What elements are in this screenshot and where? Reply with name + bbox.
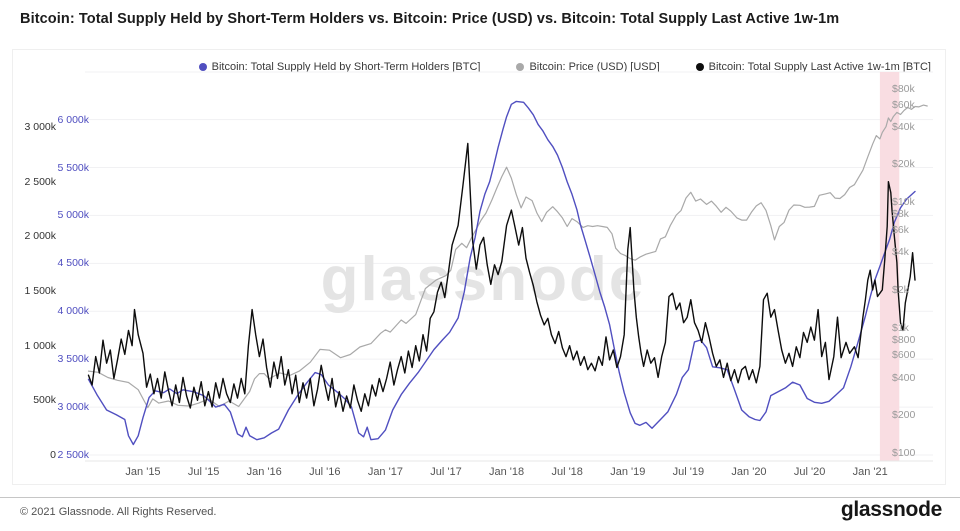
y-axis-right-tick: $100 — [892, 447, 916, 459]
y-axis-right-tick: $4k — [892, 246, 909, 259]
legend-dot-icon — [198, 63, 207, 71]
x-axis-tick: Jul '20 — [793, 466, 826, 478]
legend-dot-icon — [695, 63, 704, 71]
y-axis-left-black-tick: 1 500k — [24, 285, 56, 297]
y-axis-left-blue-tick: 5 500k — [57, 161, 89, 174]
x-axis-tick: Jul '16 — [309, 466, 341, 478]
glassnode-logo[interactable]: glassnode — [840, 498, 942, 521]
legend-item-price-usd[interactable]: Bitcoin: Price (USD) [USD] — [516, 61, 660, 73]
x-axis-tick: Jul '17 — [430, 466, 462, 478]
x-axis-tick: Jan '16 — [246, 466, 282, 478]
y-axis-right-tick: $8k — [892, 208, 909, 221]
y-axis-right-tick: $40k — [892, 120, 915, 133]
legend-item-label: Bitcoin: Total Supply Last Active 1w-1m … — [708, 61, 931, 73]
y-axis-right-tick: $20k — [892, 158, 915, 171]
y-axis-left-black-tick: 500k — [33, 394, 56, 407]
x-axis-tick: Jul '18 — [551, 466, 583, 478]
y-axis-left-blue-tick: 5 000k — [57, 209, 89, 222]
y-axis-left-black-tick: 0 — [50, 449, 56, 461]
footer-divider — [0, 497, 960, 498]
y-axis-right-tick: $200 — [892, 409, 916, 422]
x-axis-tick: Jul '15 — [187, 466, 220, 478]
y-axis-left-black-tick: 2 000k — [24, 230, 56, 243]
y-axis-right-tick: $2k — [892, 283, 909, 296]
y-axis-left-black-tick: 2 500k — [24, 175, 56, 188]
x-axis-tick: Jan '15 — [125, 466, 161, 478]
x-axis-tick: Jul '19 — [672, 466, 705, 478]
y-axis-right-tick: $60k — [892, 98, 915, 111]
y-axis-left-black-tick: 3 000k — [24, 121, 56, 133]
y-axis-right-tick: $600 — [892, 349, 916, 362]
legend-item-label: Bitcoin: Price (USD) [USD] — [529, 61, 660, 73]
x-axis-tick: Jan '17 — [367, 466, 403, 478]
legend-dot-icon — [516, 63, 525, 71]
y-axis-right-tick: $400 — [892, 371, 916, 384]
y-axis-left-blue-tick: 2 500k — [57, 449, 89, 461]
y-axis-right-tick: $1k — [892, 321, 909, 334]
y-axis-left-blue-tick: 3 000k — [57, 401, 89, 414]
y-axis-left-blue-tick: 6 000k — [57, 113, 89, 126]
chart-card: Bitcoin: Total Supply Held by Short-Term… — [12, 49, 946, 485]
legend-item-last-active-1w-1m[interactable]: Bitcoin: Total Supply Last Active 1w-1m … — [695, 61, 931, 73]
footer-copyright: © 2021 Glassnode. All Rights Reserved. — [20, 506, 217, 518]
legend-item-label: Bitcoin: Total Supply Held by Short-Term… — [211, 61, 481, 73]
x-axis-tick: Jan '18 — [489, 466, 525, 478]
legend: Bitcoin: Total Supply Held by Short-Term… — [13, 59, 931, 75]
y-axis-left-blue-tick: 4 500k — [57, 257, 89, 270]
x-axis-tick: Jan '20 — [731, 466, 767, 478]
y-axis-right-tick: $6k — [892, 224, 909, 237]
y-axis-right-tick: $10k — [892, 196, 915, 209]
y-axis-right-tick: $80k — [892, 82, 915, 95]
legend-item-sth-supply[interactable]: Bitcoin: Total Supply Held by Short-Term… — [198, 61, 481, 73]
x-axis-tick: Jan '21 — [852, 466, 888, 478]
y-axis-left-blue-tick: 3 500k — [57, 353, 89, 366]
y-axis-left-blue-tick: 4 000k — [57, 305, 89, 318]
y-axis-left-black-tick: 1 000k — [24, 339, 56, 352]
page-title: Bitcoin: Total Supply Held by Short-Term… — [20, 11, 840, 27]
y-axis-right-tick: $800 — [892, 333, 916, 346]
x-axis-tick: Jan '19 — [610, 466, 646, 478]
